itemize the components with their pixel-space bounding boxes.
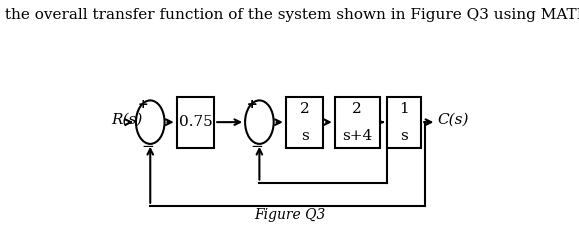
FancyBboxPatch shape xyxy=(335,97,380,148)
Text: s+4: s+4 xyxy=(342,129,372,143)
Text: +: + xyxy=(247,98,258,111)
Text: Figure Q3: Figure Q3 xyxy=(254,208,325,222)
Text: −: − xyxy=(250,139,263,153)
Text: s: s xyxy=(301,129,309,143)
Text: −: − xyxy=(141,139,154,153)
Text: +: + xyxy=(247,98,258,111)
Text: 1: 1 xyxy=(400,102,409,116)
Text: 0.75: 0.75 xyxy=(178,115,212,129)
FancyBboxPatch shape xyxy=(286,97,323,148)
Text: 2: 2 xyxy=(353,102,362,116)
Text: C(s): C(s) xyxy=(437,113,468,127)
FancyBboxPatch shape xyxy=(387,97,421,148)
Text: +: + xyxy=(138,98,148,111)
Text: Find the overall transfer function of the system shown in Figure Q3 using MATLAB: Find the overall transfer function of th… xyxy=(0,8,579,22)
Text: s: s xyxy=(401,129,408,143)
Text: R(s): R(s) xyxy=(111,113,142,127)
FancyBboxPatch shape xyxy=(177,97,214,148)
Text: 2: 2 xyxy=(300,102,309,116)
